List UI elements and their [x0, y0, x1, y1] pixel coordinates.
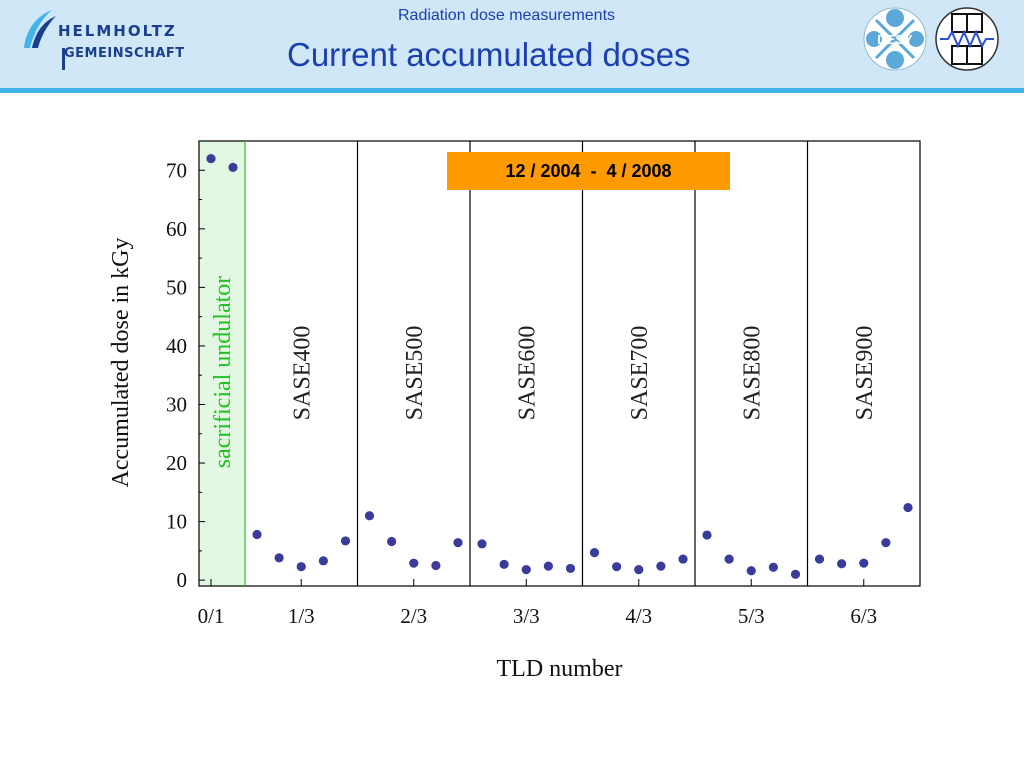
x-tick-label: 5/3 — [738, 604, 765, 628]
page-title: Current accumulated doses — [287, 36, 691, 73]
y-axis-label: Accumulated dose in kGy — [108, 238, 134, 488]
x-axis-label: TLD number — [497, 656, 623, 682]
data-point — [589, 548, 600, 558]
page-subtitle: Radiation dose measurements — [398, 7, 616, 24]
logo-line1: HELMHOLTZ — [58, 22, 177, 40]
y-tick-label: 70 — [166, 158, 187, 182]
plot-frame — [198, 140, 921, 587]
data-point — [206, 153, 216, 164]
data-point — [543, 561, 553, 571]
data-point — [477, 539, 487, 549]
x-tick-label: 1/3 — [288, 604, 315, 628]
data-point — [499, 559, 509, 569]
helmholtz-logo: HELMHOLTZ GEMEINSCHAFT — [18, 6, 218, 76]
data-point — [340, 536, 351, 546]
section-label: SASE700 — [627, 326, 653, 421]
data-point — [318, 556, 328, 566]
data-point — [521, 565, 531, 575]
data-point — [431, 560, 441, 571]
data-point — [409, 558, 419, 568]
data-point — [746, 566, 756, 576]
section-label: SASE400 — [289, 326, 315, 421]
data-point — [228, 162, 238, 172]
header-bar: HELMHOLTZ GEMEINSCHAFT Radiation dose me… — [0, 0, 1024, 93]
desy-label: DESY — [877, 32, 913, 47]
y-tick-label: 20 — [166, 451, 187, 475]
x-tick-label: 4/3 — [625, 604, 652, 628]
data-point — [252, 529, 262, 540]
data-point — [768, 562, 778, 572]
data-point — [881, 538, 891, 548]
data-point — [837, 559, 847, 569]
sacrificial-region — [199, 141, 245, 586]
x-tick-label: 0/1 — [198, 604, 225, 628]
data-point — [453, 538, 463, 548]
data-point — [790, 569, 801, 579]
data-point — [612, 562, 622, 572]
desy-logo-icon: DESY — [863, 7, 927, 71]
helmholtz-swoosh-icon — [24, 10, 56, 48]
section-label: SASE800 — [739, 326, 765, 421]
data-point — [656, 561, 666, 571]
y-tick-label: 0 — [177, 568, 188, 592]
section-label: SASE500 — [402, 326, 428, 421]
x-tick-label: 6/3 — [850, 604, 877, 628]
data-point — [565, 563, 576, 574]
data-point — [724, 554, 734, 564]
section-label: SASE600 — [514, 326, 540, 421]
section-label: sacrificial undulator — [210, 276, 236, 469]
y-tick-label: 30 — [166, 392, 187, 416]
data-point — [274, 553, 284, 563]
data-point — [364, 511, 375, 521]
data-point — [814, 554, 825, 564]
data-point — [634, 565, 644, 575]
data-point — [903, 502, 913, 513]
dose-chart: 0 10 20 30 40 50 60 70 Accumulated dose in kGy 0/… — [108, 140, 921, 682]
y-tick-label: 60 — [166, 217, 187, 241]
fs-logo-icon — [935, 7, 999, 71]
y-tick-label: 50 — [166, 275, 187, 299]
data-point — [678, 554, 688, 564]
data-point — [702, 530, 712, 540]
period-badge: 12 / 2004 - 4 / 2008 — [447, 152, 730, 190]
logo-bar — [62, 48, 65, 70]
section-label: SASE900 — [852, 326, 878, 421]
x-tick-label: 3/3 — [513, 604, 540, 628]
x-tick-label: 2/3 — [400, 604, 427, 628]
data-point — [296, 562, 306, 572]
y-tick-label: 40 — [166, 334, 187, 358]
data-point — [859, 558, 869, 568]
data-point — [387, 536, 397, 547]
y-tick-label: 10 — [166, 510, 187, 534]
logo-line2: GEMEINSCHAFT — [64, 46, 185, 61]
